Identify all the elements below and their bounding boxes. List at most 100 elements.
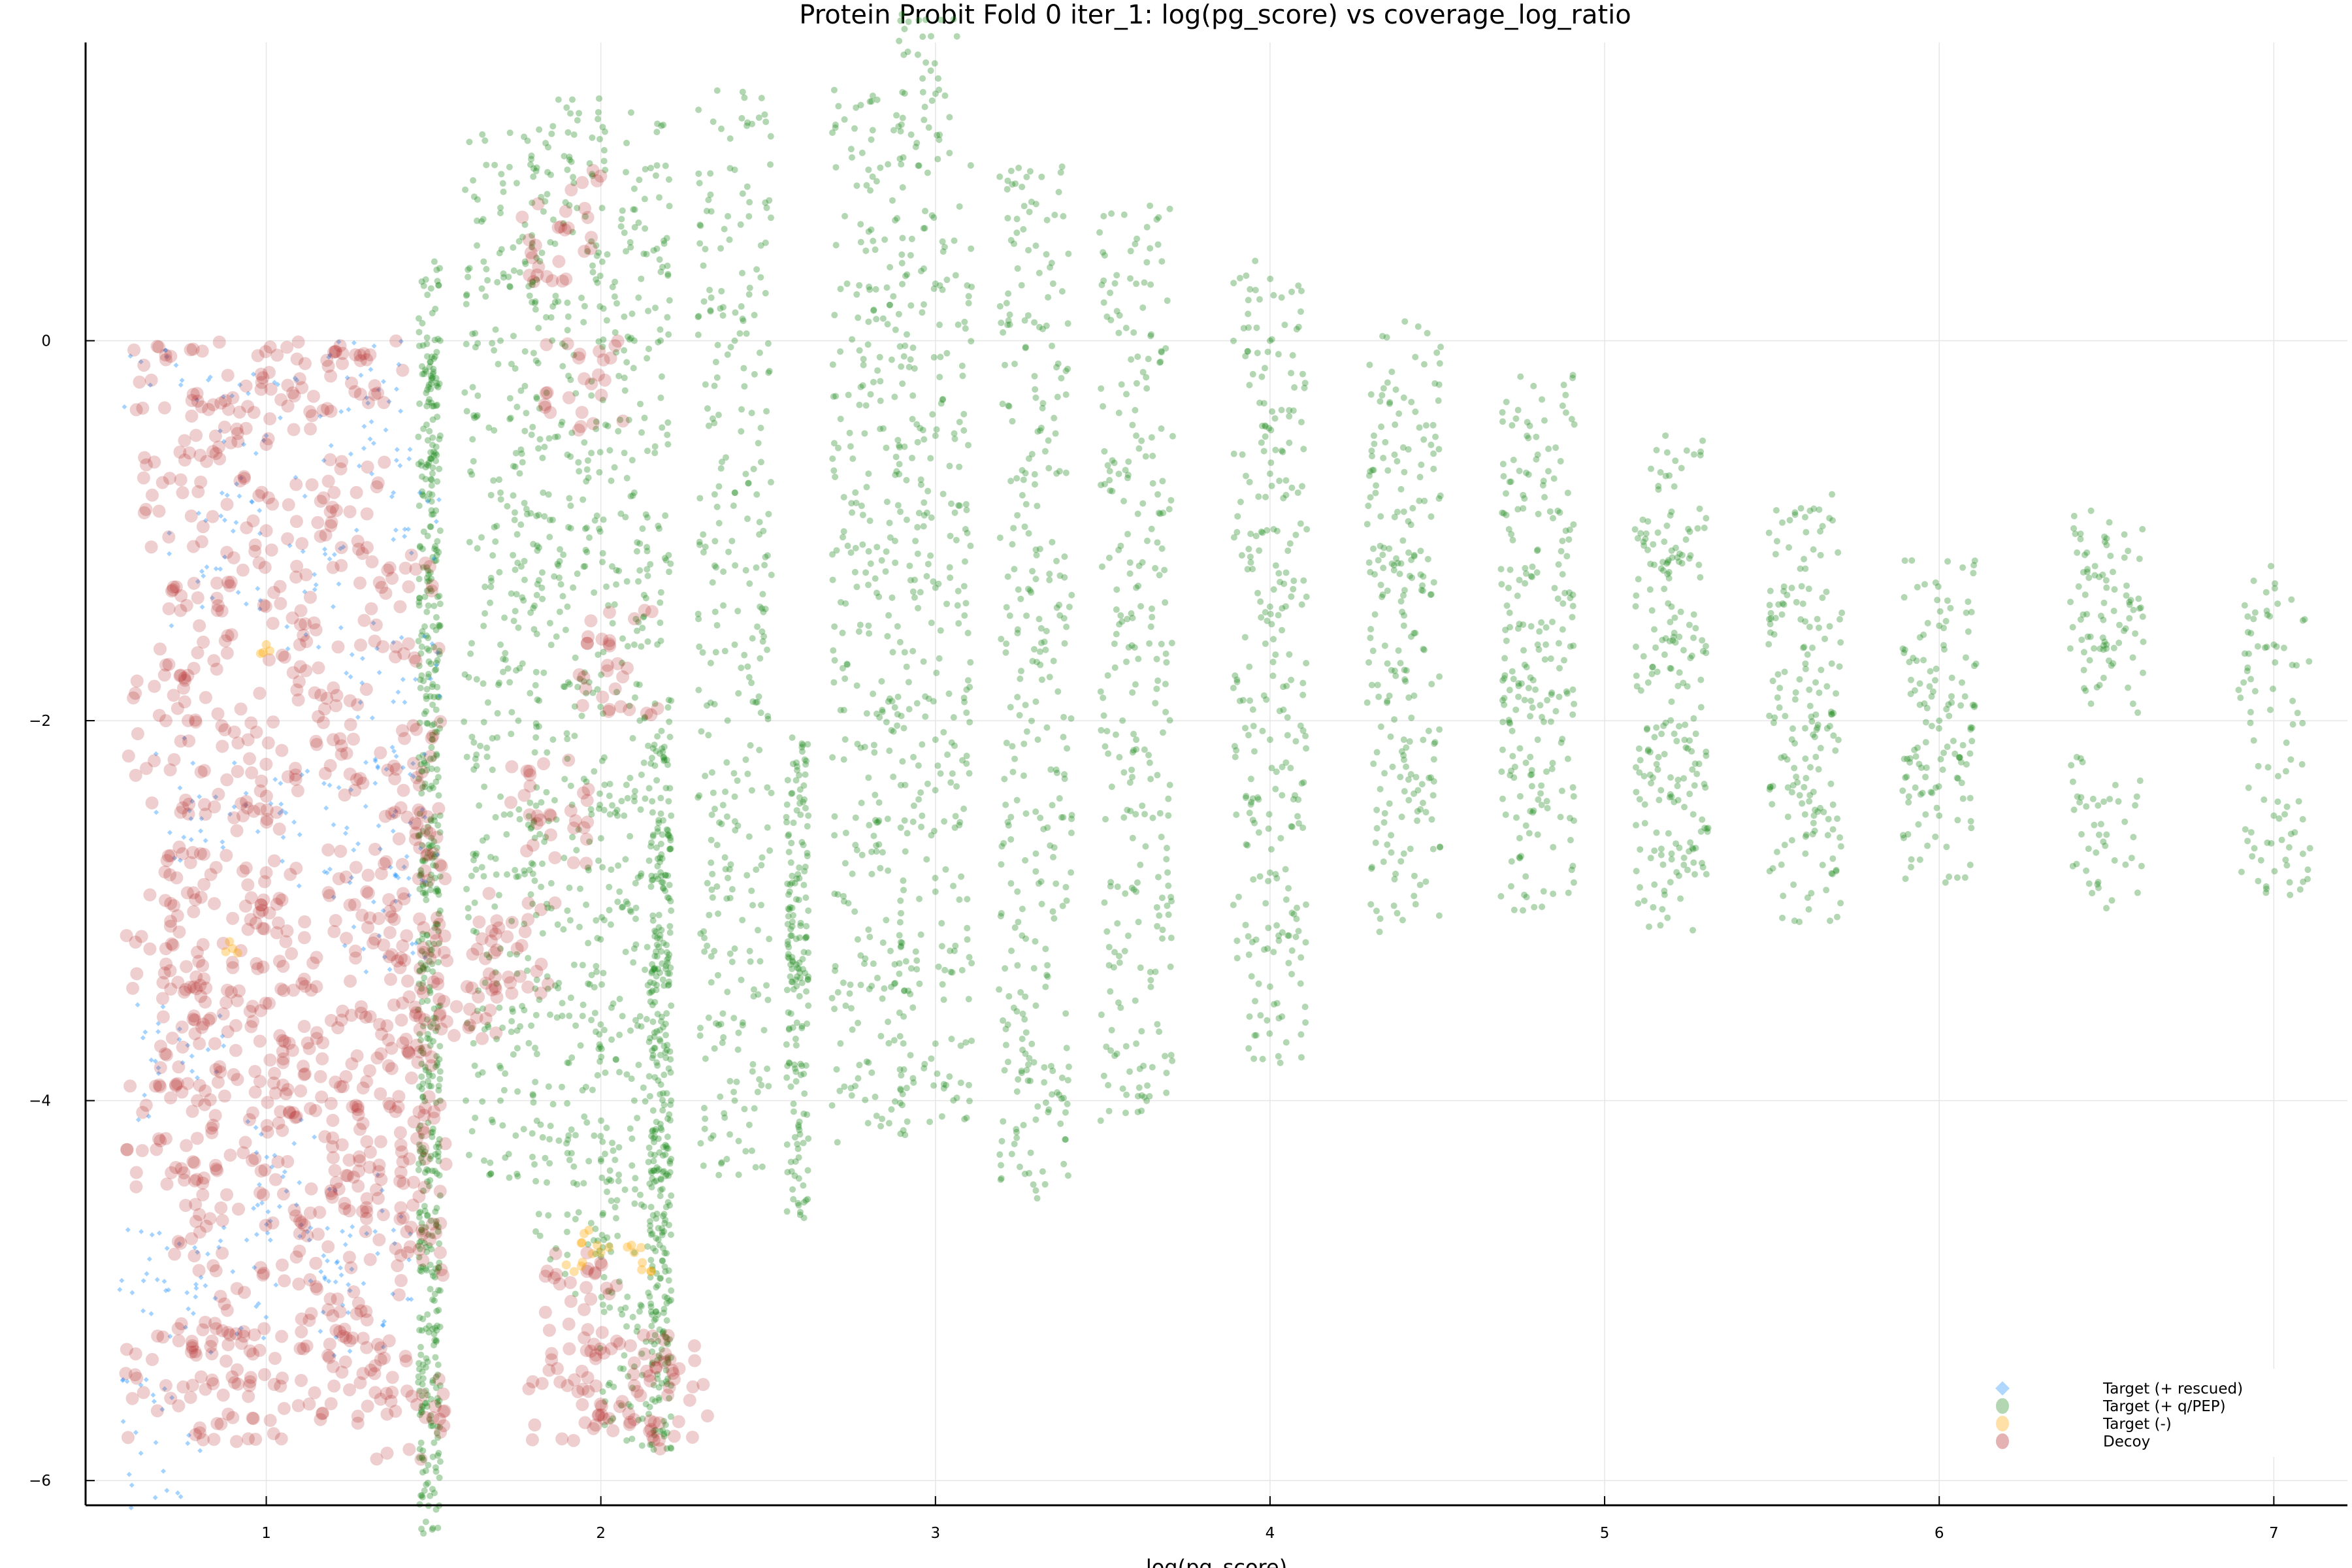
data-point bbox=[907, 1052, 914, 1059]
data-point bbox=[1665, 830, 1672, 837]
data-point bbox=[709, 415, 716, 422]
data-point bbox=[789, 958, 796, 966]
data-point bbox=[785, 891, 792, 898]
data-point bbox=[661, 1431, 668, 1438]
data-point bbox=[919, 427, 926, 434]
data-point bbox=[1826, 515, 1833, 522]
data-point bbox=[420, 1456, 427, 1463]
data-point bbox=[644, 544, 651, 551]
data-point bbox=[1002, 801, 1009, 808]
data-point bbox=[1023, 1066, 1030, 1073]
data-point bbox=[491, 523, 498, 531]
data-point bbox=[939, 248, 947, 255]
data-point bbox=[1017, 988, 1024, 996]
data-point bbox=[597, 936, 604, 943]
data-point bbox=[1812, 753, 1820, 760]
data-point bbox=[1781, 841, 1788, 849]
data-point bbox=[1665, 600, 1672, 607]
data-point bbox=[1146, 640, 1153, 647]
data-point bbox=[1011, 755, 1019, 762]
data-point bbox=[572, 1215, 579, 1222]
data-point bbox=[763, 408, 770, 415]
data-point bbox=[436, 436, 443, 443]
data-point bbox=[603, 317, 610, 324]
data-point bbox=[1230, 337, 1237, 344]
data-point bbox=[653, 1177, 660, 1184]
data-point bbox=[1384, 467, 1392, 474]
data-point bbox=[785, 905, 792, 912]
data-point bbox=[1918, 764, 1925, 772]
data-point bbox=[629, 1435, 636, 1443]
data-point bbox=[536, 126, 543, 133]
data-point bbox=[848, 1092, 855, 1099]
data-point bbox=[583, 1119, 591, 1126]
data-point bbox=[1285, 960, 1292, 967]
data-point bbox=[598, 258, 606, 265]
data-point bbox=[1512, 706, 1520, 713]
data-point bbox=[1558, 787, 1565, 794]
data-point bbox=[427, 1217, 434, 1224]
data-point bbox=[1062, 1136, 1069, 1143]
data-point bbox=[663, 941, 670, 949]
data-point bbox=[434, 1059, 441, 1066]
data-point bbox=[427, 816, 434, 823]
data-point bbox=[532, 1228, 540, 1235]
data-point bbox=[1282, 477, 1290, 484]
data-point bbox=[1021, 740, 1028, 747]
data-point bbox=[431, 546, 438, 553]
data-point bbox=[921, 1065, 928, 1072]
data-point bbox=[923, 59, 930, 66]
data-point bbox=[868, 1069, 875, 1076]
data-point bbox=[1968, 608, 1975, 615]
data-point bbox=[1021, 1016, 1028, 1023]
data-point bbox=[421, 951, 429, 958]
data-point bbox=[1264, 617, 1271, 625]
data-point bbox=[804, 975, 811, 983]
data-point bbox=[433, 402, 440, 410]
data-point bbox=[425, 1329, 433, 1336]
data-point bbox=[1250, 748, 1258, 755]
data-point bbox=[1380, 858, 1387, 866]
data-point bbox=[1664, 914, 1671, 921]
data-point bbox=[423, 632, 430, 640]
data-point bbox=[1052, 430, 1059, 437]
data-point bbox=[589, 172, 596, 180]
data-point bbox=[1132, 406, 1139, 414]
data-point bbox=[664, 1145, 672, 1152]
data-point bbox=[666, 718, 673, 725]
data-point bbox=[595, 805, 602, 812]
data-point bbox=[419, 370, 426, 378]
data-point bbox=[636, 176, 643, 184]
data-point bbox=[958, 966, 966, 973]
data-point bbox=[468, 733, 476, 740]
data-point bbox=[1833, 690, 1840, 697]
data-point bbox=[1701, 825, 1708, 832]
data-point bbox=[1022, 810, 1030, 817]
data-point bbox=[2099, 571, 2106, 578]
data-point bbox=[1405, 796, 1413, 804]
data-point bbox=[1266, 337, 1273, 344]
data-point bbox=[862, 1096, 869, 1103]
data-point bbox=[963, 709, 970, 716]
data-point bbox=[1548, 618, 1556, 625]
data-point bbox=[802, 935, 809, 942]
data-point bbox=[1673, 869, 1680, 876]
data-point bbox=[421, 1239, 428, 1247]
data-point bbox=[1232, 753, 1239, 760]
data-point bbox=[661, 1263, 668, 1270]
data-point bbox=[534, 542, 541, 549]
data-point bbox=[506, 811, 514, 818]
data-point bbox=[432, 449, 439, 457]
data-point bbox=[1302, 732, 1309, 740]
data-point bbox=[1699, 437, 1707, 444]
data-point bbox=[426, 987, 433, 994]
data-point bbox=[696, 495, 704, 502]
data-point bbox=[659, 1169, 666, 1176]
data-point bbox=[1944, 597, 1951, 604]
data-point bbox=[436, 265, 444, 272]
data-point bbox=[1377, 785, 1384, 792]
data-point bbox=[1923, 704, 1931, 711]
data-point bbox=[429, 470, 436, 477]
data-point bbox=[652, 1308, 659, 1315]
data-point bbox=[1405, 776, 1412, 783]
